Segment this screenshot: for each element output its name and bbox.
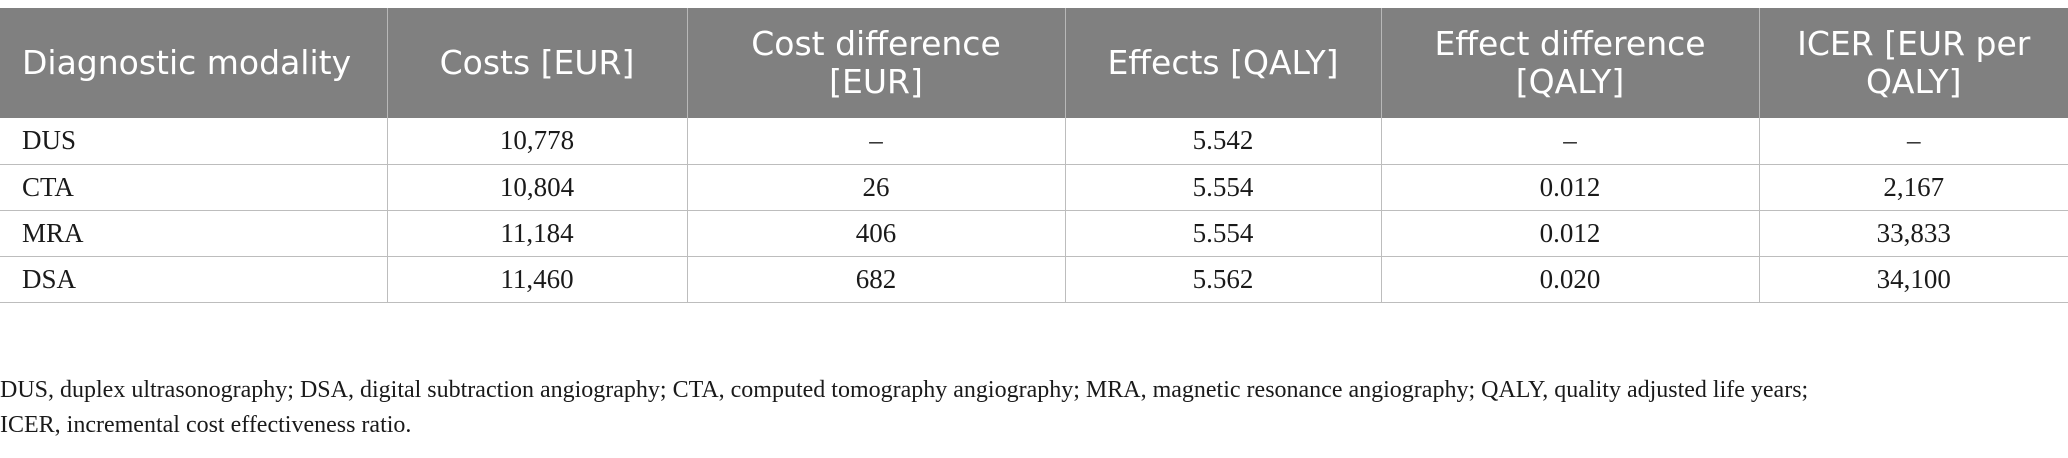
cell-modality: DSA [0,255,387,303]
header-cost-difference: Cost difference [EUR] [686,8,1065,118]
cell-costs: 10,804 [386,163,687,210]
cell-effect-difference: 0.020 [1380,255,1759,303]
cell-modality: MRA [0,209,387,256]
header-row: Diagnostic modality Costs [EUR] Cost dif… [0,8,2068,118]
cell-costs: 11,184 [386,209,687,256]
table-row: CTA 10,804 26 5.554 0.012 2,167 [0,163,2068,210]
table-footnote: DUS, duplex ultrasonography; DSA, digita… [0,373,2060,443]
cell-costs: 10,778 [386,118,687,164]
header-costs: Costs [EUR] [386,8,687,118]
cell-modality: DUS [22,125,77,156]
header-effects: Effects [QALY] [1064,8,1381,118]
cell-modality: CTA [0,163,387,210]
cell-effects: 5.542 [1064,118,1381,164]
header-effect-difference: Effect difference [QALY] [1380,8,1759,118]
table-row: MRA 11,184 406 5.554 0.012 33,833 [0,209,2068,256]
cell-icer: 2,167 [1758,163,2068,210]
header-diagnostic-modality: Diagnostic modality [0,8,387,118]
results-table-container: Diagnostic modality Costs [EUR] Cost dif… [0,8,2068,303]
cell-effect-difference: – [1380,118,1759,164]
cost-effectiveness-table: Diagnostic modality Costs [EUR] Cost dif… [0,8,2068,303]
table-row: DUS 10,778 – 5.542 – – [0,118,2068,164]
cell-effects: 5.554 [1064,163,1381,210]
footnote-line-2: ICER, incremental cost effectiveness rat… [0,412,412,438]
cell-costs: 11,460 [386,255,687,303]
cell-icer: 34,100 [1758,255,2068,303]
header-icer: ICER [EUR per QALY] [1758,8,2068,118]
cell-cost-difference: – [686,118,1065,164]
table-row: DSA 11,460 682 5.562 0.020 34,100 [0,255,2068,303]
cell-cost-difference: 682 [686,255,1065,303]
cell-effect-difference: 0.012 [1380,163,1759,210]
table-header: Diagnostic modality Costs [EUR] Cost dif… [0,8,2068,118]
cell-cost-difference: 26 [686,163,1065,210]
table-body: DUS 10,778 – 5.542 – – CTA 10,804 26 5.5… [0,118,2068,303]
cell-effects: 5.562 [1064,255,1381,303]
cell-icer: – [1758,118,2068,164]
cell-icer: 33,833 [1758,209,2068,256]
cell-effects: 5.554 [1064,209,1381,256]
footnote-line-1: DUS, duplex ultrasonography; DSA, digita… [0,377,1809,403]
cell-effect-difference: 0.012 [1380,209,1759,256]
cell-cost-difference: 406 [686,209,1065,256]
